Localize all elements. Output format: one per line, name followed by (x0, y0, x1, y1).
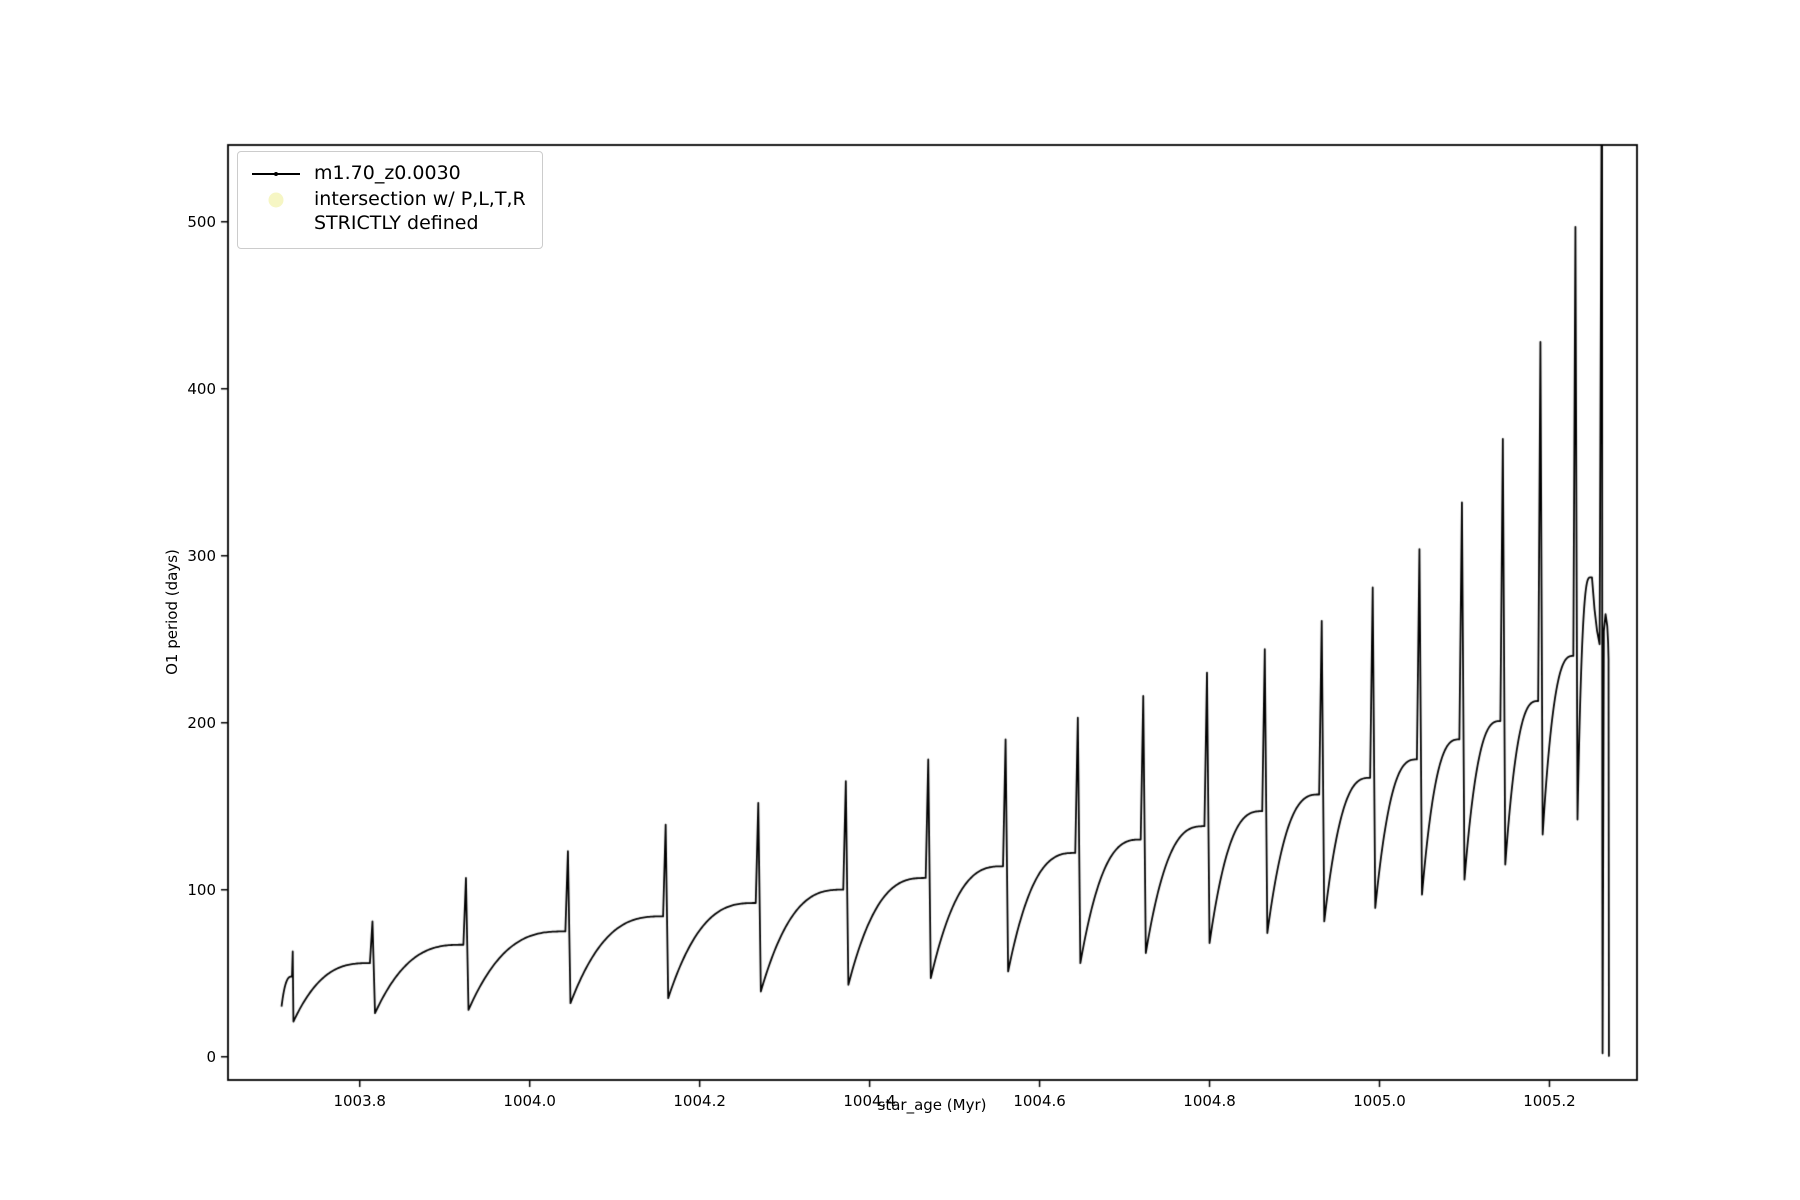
x-tick-label: 1003.8 (333, 1092, 386, 1110)
y-tick-label: 100 (187, 880, 216, 899)
x-tick-label: 1004.4 (843, 1092, 896, 1110)
legend-entry-series: m1.70_z0.0030 (248, 162, 526, 186)
x-tick-label: 1005.0 (1353, 1092, 1406, 1110)
legend-label-intersection-line1: intersection w/ P,L,T,R (314, 188, 526, 210)
line-with-dot-marker-icon (248, 162, 304, 186)
yellow-circle-marker-icon (248, 188, 304, 212)
x-tick-label: 1005.2 (1523, 1092, 1576, 1110)
legend-entry-intersection: intersection w/ P,L,T,R STRICTLY defined (248, 188, 526, 236)
y-axis-label: O1 period (days) (163, 549, 181, 675)
y-tick-label: 200 (187, 713, 216, 732)
y-tick-label: 500 (187, 212, 216, 231)
legend-label-series: m1.70_z0.0030 (314, 162, 461, 184)
y-tick-label: 300 (187, 546, 216, 565)
legend-label-intersection: intersection w/ P,L,T,R STRICTLY defined (314, 188, 526, 236)
legend: m1.70_z0.0030 intersection w/ P,L,T,R ST… (237, 151, 543, 249)
legend-label-intersection-line2: STRICTLY defined (314, 211, 479, 234)
x-tick-label: 1004.0 (503, 1092, 556, 1110)
x-tick-label: 1004.8 (1183, 1092, 1236, 1110)
x-axis-label: star_age (Myr) (877, 1096, 987, 1114)
x-tick-label: 1004.6 (1013, 1092, 1066, 1110)
y-tick-label: 0 (206, 1047, 216, 1066)
x-tick-label: 1004.2 (673, 1092, 726, 1110)
y-tick-label: 400 (187, 379, 216, 398)
